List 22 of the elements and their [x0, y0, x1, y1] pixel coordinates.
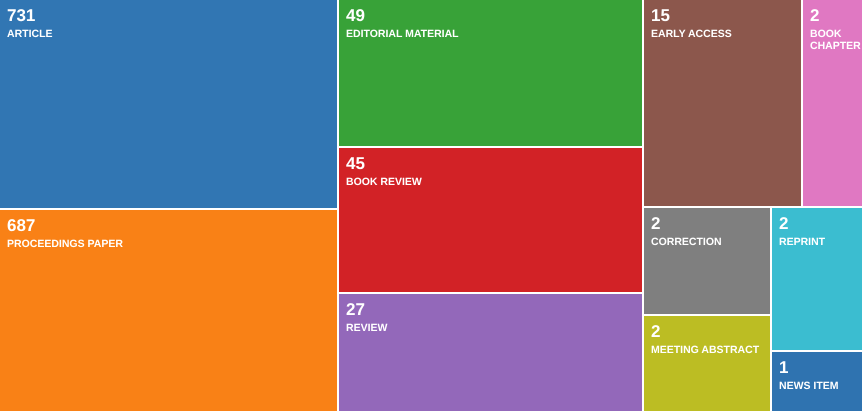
category-label: REPRINT	[779, 236, 826, 248]
category-label: EDITORIAL MATERIAL	[346, 28, 460, 40]
data-label: 687	[7, 216, 36, 236]
category-label: NEWS ITEM	[779, 380, 840, 392]
data-label: 2	[651, 322, 662, 342]
data-label: 2	[779, 214, 790, 234]
data-label: 15	[651, 6, 671, 26]
category-label: ARTICLE	[7, 28, 54, 40]
data-label: 2	[651, 214, 662, 234]
data-label: 2	[810, 6, 820, 26]
category-label: CORRECTION	[651, 236, 723, 248]
category-label: BOOK REVIEW	[346, 176, 423, 188]
category-label: PROCEEDINGS PAPER	[7, 238, 124, 250]
category-label: MEETING ABSTRACT	[651, 344, 760, 356]
category-label: EARLY ACCESS	[651, 28, 733, 40]
data-label: 45	[346, 154, 366, 174]
data-label: 27	[346, 300, 366, 320]
data-label: 731	[7, 6, 36, 26]
data-label: 1	[779, 358, 790, 378]
category-label: REVIEW	[346, 322, 388, 334]
category-label: BOOK CHAPTER	[810, 28, 861, 52]
data-label: 49	[346, 6, 366, 26]
